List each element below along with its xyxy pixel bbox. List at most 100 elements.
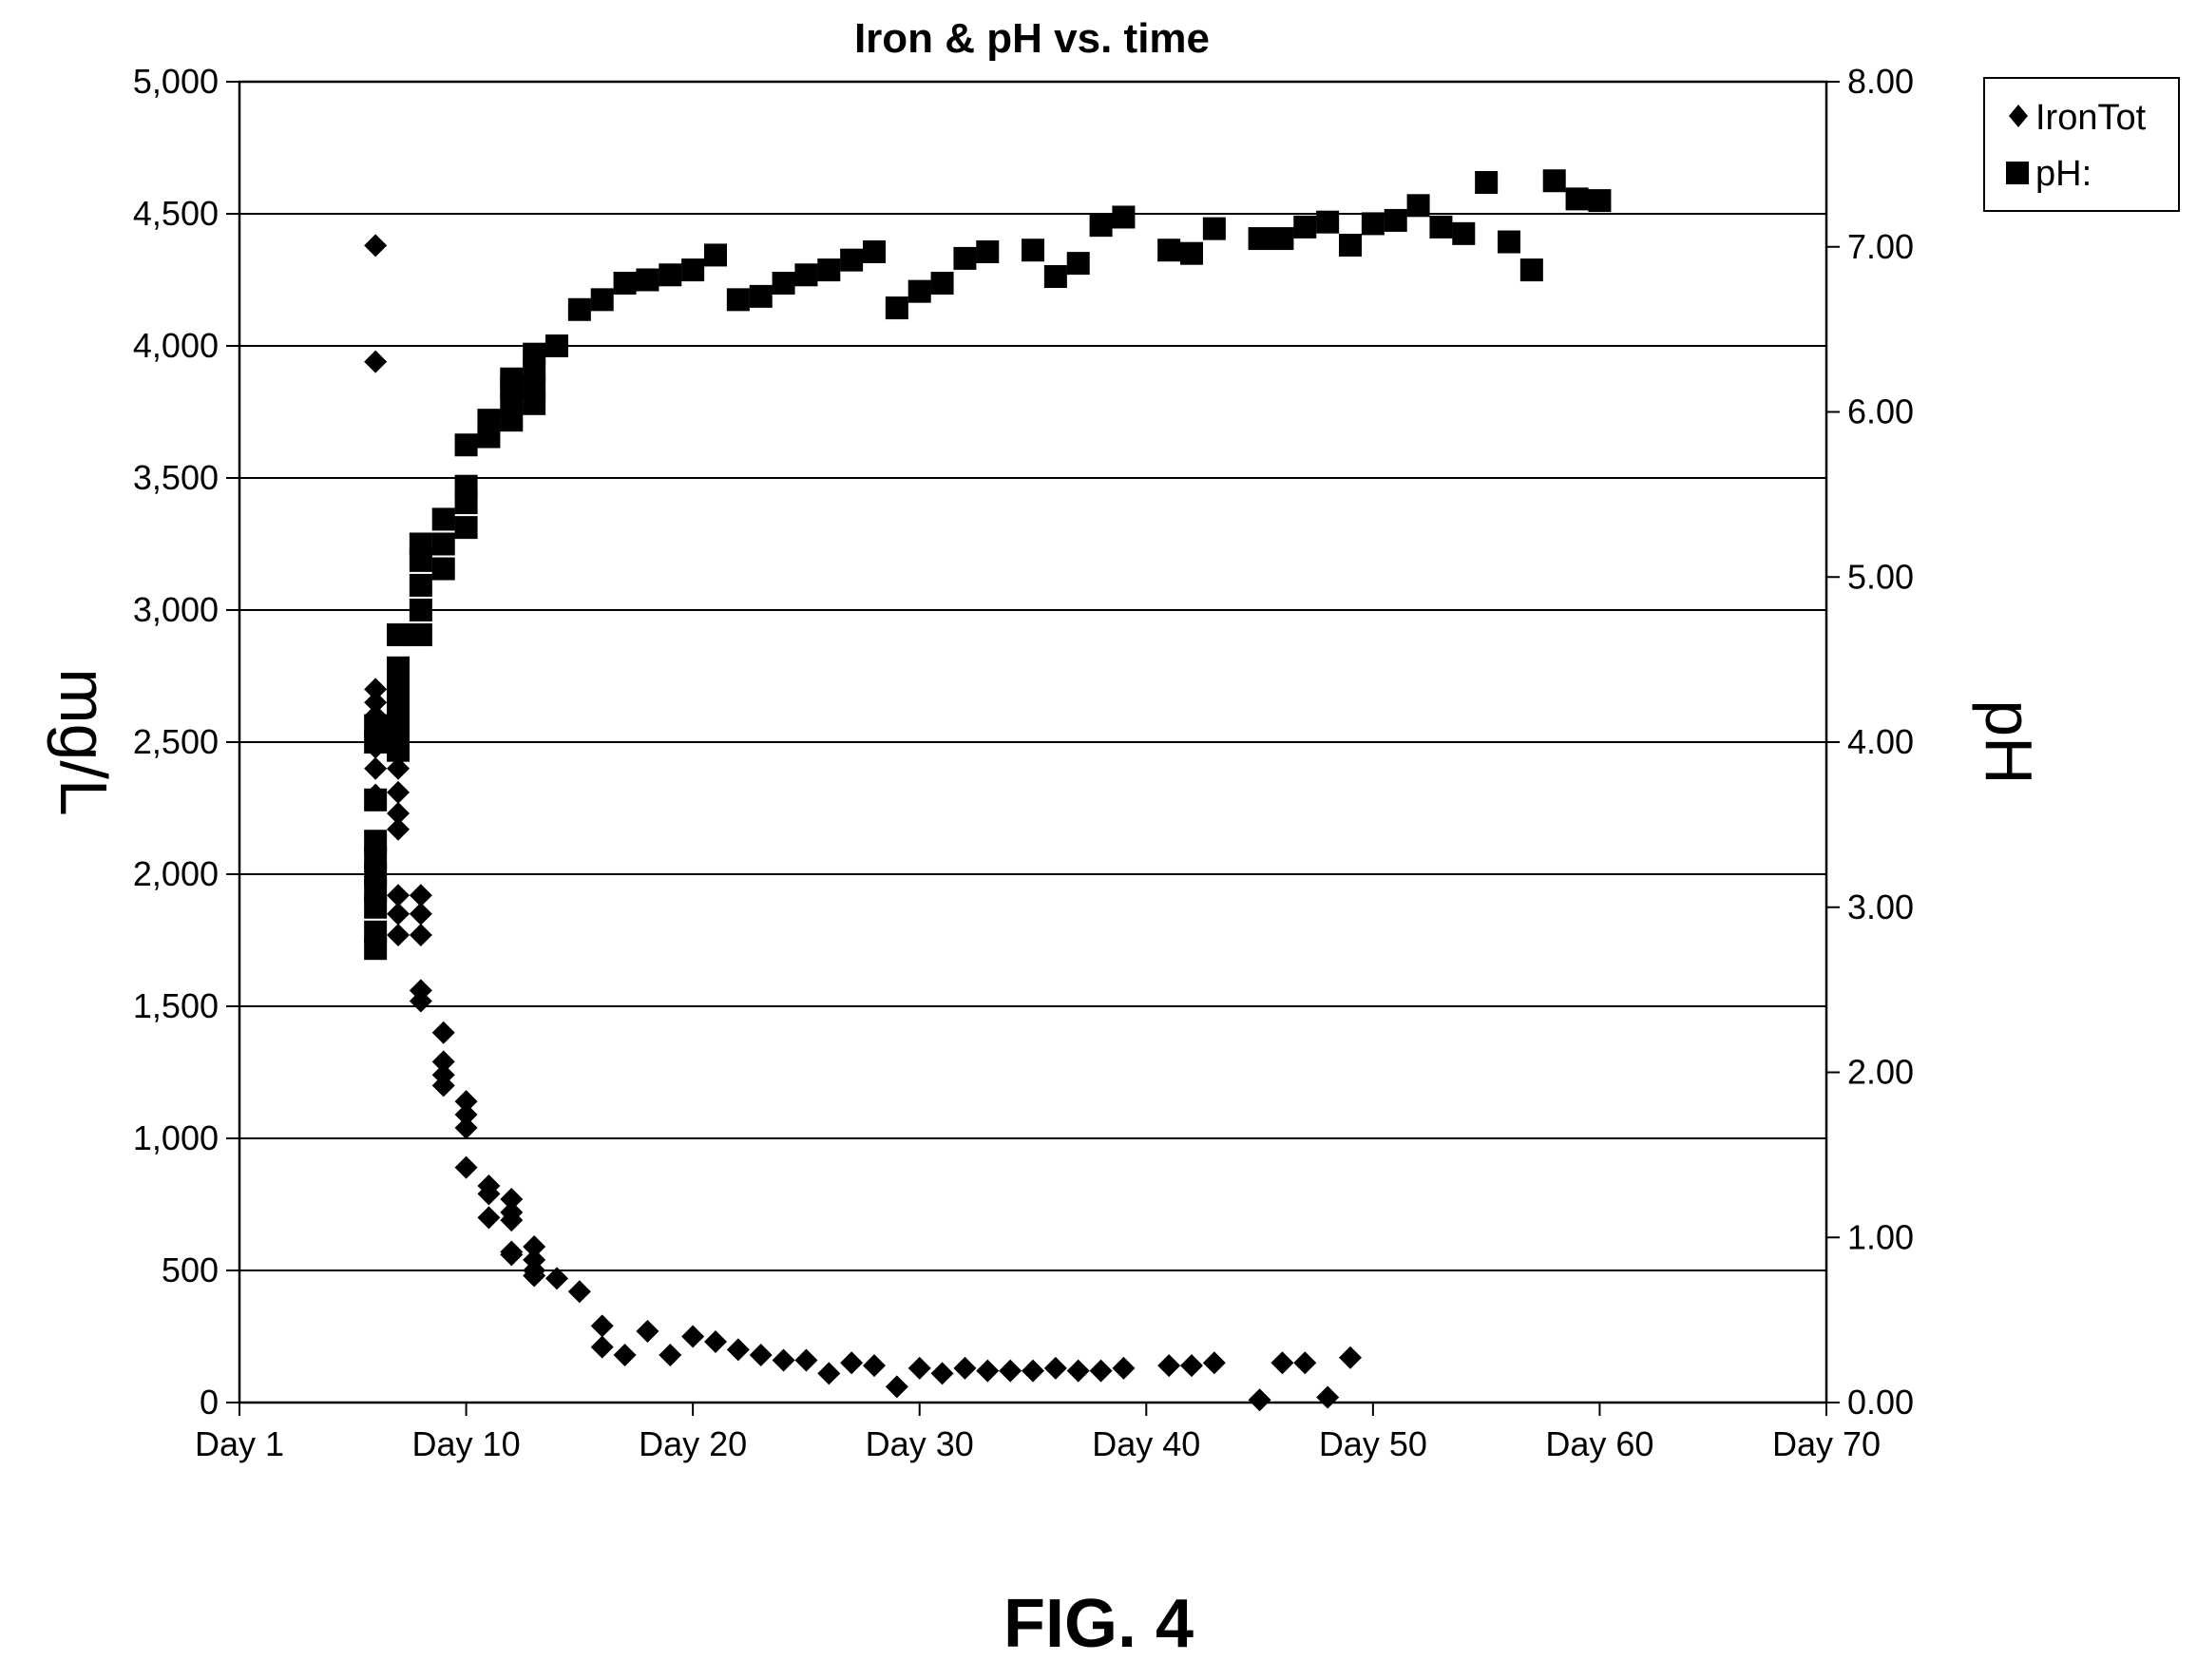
ph-point	[681, 258, 705, 282]
ph-point	[794, 263, 818, 287]
ph-point	[1384, 208, 1407, 232]
irontot-point	[523, 1264, 546, 1288]
irontot-point	[907, 1356, 931, 1380]
ph-point	[885, 296, 908, 320]
irontot-point	[1339, 1346, 1362, 1369]
ph-point	[976, 239, 1000, 263]
irontot-point	[681, 1325, 705, 1348]
ph-point	[1066, 252, 1090, 276]
x-tick-label: Day 20	[639, 1424, 747, 1463]
irontot-point	[1089, 1359, 1113, 1383]
ph-point	[409, 599, 432, 621]
y-tick-label: 1,500	[133, 986, 219, 1025]
irontot-point	[387, 902, 410, 926]
ph-point	[1022, 239, 1044, 262]
irontot-point	[590, 1314, 614, 1338]
irontot-point	[387, 817, 410, 841]
irontot-point	[364, 691, 388, 715]
ph-point	[1293, 215, 1317, 239]
irontot-point	[590, 1335, 614, 1359]
ph-point	[567, 297, 591, 321]
ph-point	[454, 433, 478, 457]
irontot-point	[1066, 1359, 1090, 1383]
irontot-point	[431, 1050, 455, 1074]
ph-point	[1452, 221, 1476, 245]
ph-point	[454, 474, 478, 498]
ph-point	[431, 532, 455, 556]
irontot-point	[387, 802, 410, 826]
x-tick-label: Day 10	[412, 1424, 521, 1463]
irontot-point	[409, 989, 432, 1013]
ph-point	[1202, 217, 1226, 240]
ph-point	[431, 507, 455, 531]
ph-point	[1498, 230, 1520, 254]
ph-point	[590, 288, 614, 312]
ph-point	[500, 367, 524, 391]
irontot-point	[454, 1102, 478, 1126]
irontot-point	[454, 1155, 478, 1179]
irontot-point	[636, 1319, 659, 1343]
ph-point	[704, 243, 727, 267]
series-ph	[364, 169, 1612, 961]
irontot-point	[431, 1074, 455, 1098]
irontot-point	[364, 350, 388, 373]
irontot-point	[613, 1343, 637, 1366]
ph-point	[659, 263, 682, 287]
ph-point	[1542, 169, 1566, 193]
irontot-point	[523, 1234, 546, 1258]
irontot-point	[454, 1090, 478, 1114]
ph-point	[1565, 187, 1589, 211]
irontot-point	[387, 780, 410, 804]
ph-point	[613, 271, 637, 295]
irontot-point	[1202, 1351, 1226, 1375]
y2-tick-label: 0.00	[1847, 1383, 1914, 1422]
y2-axis-label: pH	[1972, 699, 2046, 784]
ph-point	[1157, 239, 1181, 262]
ph-point	[409, 573, 432, 597]
ph-point	[1339, 234, 1362, 258]
irontot-point	[477, 1182, 501, 1206]
ph-point	[907, 279, 931, 303]
y-tick-label: 500	[162, 1250, 219, 1289]
ph-point	[387, 623, 410, 647]
y-axis-label: mg/L	[47, 668, 121, 816]
ph-point	[454, 516, 478, 540]
ph-point	[1180, 241, 1203, 265]
ph-point	[726, 288, 750, 312]
irontot-point	[500, 1243, 524, 1267]
irontot-point	[477, 1206, 501, 1230]
legend-box	[1983, 77, 2180, 212]
irontot-point	[567, 1280, 591, 1304]
irontot-point	[1293, 1351, 1317, 1375]
ph-point	[840, 248, 864, 272]
y-tick-label: 3,500	[133, 458, 219, 497]
irontot-point	[545, 1267, 568, 1290]
irontot-point	[1157, 1354, 1181, 1378]
irontot-point	[817, 1362, 841, 1385]
irontot-point	[364, 234, 388, 258]
irontot-point	[387, 923, 410, 946]
irontot-point	[1112, 1356, 1136, 1380]
y2-tick-label: 7.00	[1847, 227, 1914, 266]
x-tick-label: Day 70	[1772, 1424, 1881, 1463]
y2-tick-label: 5.00	[1847, 557, 1914, 596]
chart-title: Iron & pH vs. time	[854, 15, 1210, 62]
ph-point	[636, 268, 659, 292]
irontot-point	[500, 1187, 524, 1211]
y2-tick-label: 3.00	[1847, 888, 1914, 926]
ph-point	[930, 271, 954, 295]
ph-point	[364, 788, 388, 811]
ph-point	[409, 623, 432, 647]
irontot-point	[454, 1116, 478, 1139]
irontot-point	[704, 1330, 727, 1354]
ph-point	[364, 830, 388, 853]
ph-point	[1361, 212, 1385, 236]
ph-point	[749, 284, 773, 308]
ph-point	[1316, 210, 1340, 234]
ph-point	[1270, 227, 1294, 251]
x-tick-label: Day 1	[195, 1424, 284, 1463]
ph-point	[477, 409, 501, 432]
irontot-point	[409, 923, 432, 946]
irontot-point	[840, 1351, 864, 1375]
